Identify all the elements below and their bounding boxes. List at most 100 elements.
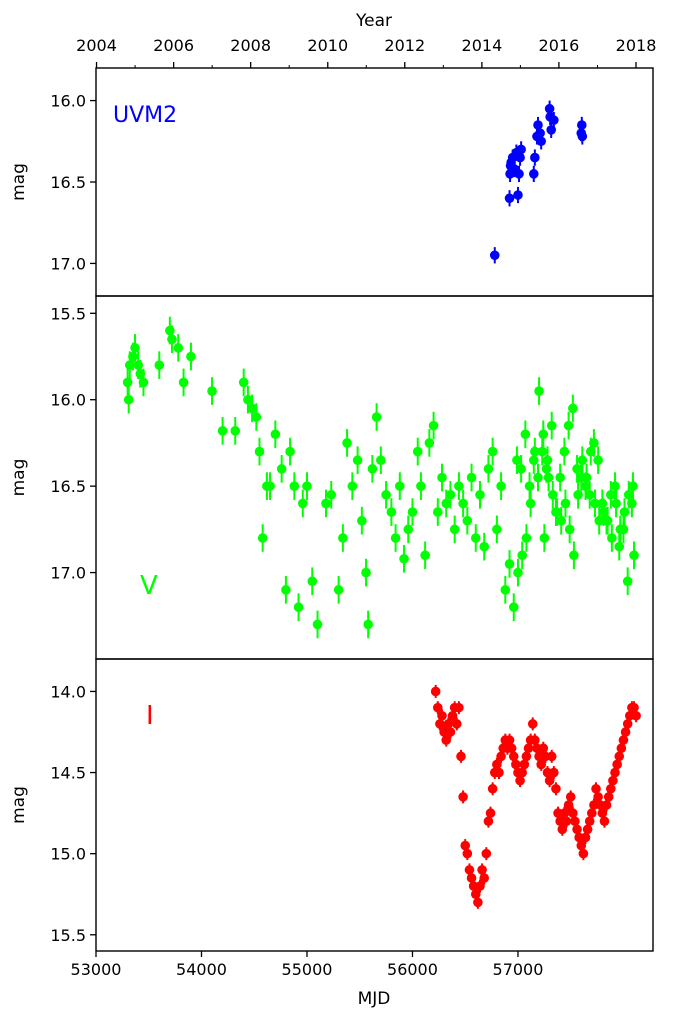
data-point — [399, 553, 409, 564]
data-point — [508, 602, 519, 612]
data-point — [133, 360, 143, 370]
data-point — [544, 103, 555, 114]
band-label-i: I — [146, 701, 154, 731]
data-point — [523, 743, 534, 754]
panel-i: 14.0 14.5 15.0 15.5 mag I — [9, 658, 654, 952]
data-point — [513, 567, 523, 578]
data-point — [546, 751, 557, 762]
data-point — [527, 719, 538, 729]
data-point — [473, 897, 483, 908]
y-tick-label: 16.0 — [50, 391, 86, 410]
data-point — [123, 394, 134, 405]
data-point — [573, 489, 583, 500]
data-point — [477, 865, 487, 875]
data-point — [441, 735, 452, 745]
data-point — [560, 498, 571, 509]
data-point — [549, 767, 559, 778]
data-point — [293, 602, 304, 612]
data-point — [584, 489, 595, 500]
data-point — [521, 533, 532, 543]
data-point — [546, 420, 557, 431]
data-point — [357, 515, 367, 526]
data-point — [530, 735, 540, 745]
data-point — [270, 429, 281, 440]
data-point — [535, 128, 545, 138]
data-point — [492, 524, 502, 535]
data-point — [593, 455, 603, 466]
data-point — [590, 498, 600, 509]
data-point — [376, 455, 386, 466]
data-point — [386, 507, 397, 517]
data-point — [165, 325, 175, 336]
data-point — [138, 377, 149, 388]
data-point — [591, 783, 601, 794]
data-point — [407, 507, 418, 517]
data-point — [430, 686, 441, 697]
data-point — [538, 429, 549, 440]
data-point — [460, 840, 471, 851]
data-point — [254, 446, 265, 457]
data-point — [363, 619, 373, 630]
data-point — [538, 743, 549, 754]
data-point — [479, 873, 490, 883]
data-point — [424, 438, 435, 448]
data-point — [517, 550, 527, 561]
data-point — [513, 190, 523, 200]
data-point — [307, 576, 318, 587]
data-point — [541, 464, 552, 474]
data-point — [563, 420, 574, 431]
data-point — [580, 832, 591, 843]
data-point — [412, 446, 423, 457]
data-point — [500, 585, 511, 595]
data-point — [230, 426, 241, 436]
data-point — [599, 816, 610, 827]
data-point — [470, 533, 481, 543]
data-point — [543, 472, 554, 483]
data-point — [629, 702, 639, 713]
data-point — [504, 735, 515, 745]
data-point — [361, 567, 371, 578]
data-point — [289, 481, 300, 491]
data-point — [528, 455, 539, 466]
data-point — [511, 759, 521, 770]
data-point — [207, 386, 217, 396]
data-point — [615, 524, 626, 535]
data-point — [276, 464, 287, 474]
data-point — [598, 507, 609, 517]
data-point — [302, 481, 312, 491]
data-point — [475, 489, 485, 500]
data-point — [610, 767, 620, 778]
year-tick-label: 2014 — [462, 36, 503, 55]
y-tick-label: 17.0 — [50, 254, 86, 273]
data-point — [462, 515, 473, 526]
data-point — [587, 808, 597, 818]
data-point — [454, 702, 464, 713]
data-point — [547, 489, 558, 500]
data-point — [496, 481, 506, 491]
data-point — [525, 498, 536, 509]
data-point — [622, 576, 633, 587]
data-point — [542, 455, 553, 466]
data-point — [631, 710, 641, 721]
data-point — [217, 426, 228, 436]
year-tick-label: 2012 — [384, 36, 425, 55]
data-point — [623, 489, 634, 500]
data-point — [628, 481, 638, 491]
data-point — [352, 455, 363, 466]
data-point — [618, 735, 629, 745]
data-point — [483, 816, 494, 827]
x-tick-label: 57000 — [493, 960, 544, 979]
data-point — [516, 464, 526, 474]
data-point — [616, 743, 627, 754]
data-point — [487, 446, 498, 457]
data-point — [577, 131, 588, 142]
data-point — [568, 808, 578, 818]
data-point — [539, 533, 550, 543]
y-axis-label: mag — [9, 459, 29, 497]
data-point — [552, 507, 562, 517]
data-point — [565, 792, 576, 802]
data-point — [381, 489, 391, 500]
data-point — [445, 489, 456, 500]
data-point — [602, 515, 613, 526]
data-point — [167, 334, 177, 345]
